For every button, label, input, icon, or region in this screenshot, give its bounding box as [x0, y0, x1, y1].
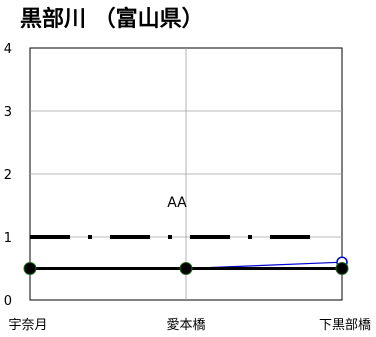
y-tick-label: 0 — [4, 294, 12, 309]
y-tick-label: 1 — [4, 231, 12, 246]
series-point — [23, 262, 37, 275]
annotation-label: AA — [167, 195, 187, 211]
x-axis-ticks: 宇奈月 愛本橋 下黒部橋 — [8, 318, 371, 333]
x-tick-label: 愛本橋 — [166, 318, 205, 333]
x-tick-label: 宇奈月 — [8, 318, 47, 333]
y-tick-label: 4 — [4, 42, 12, 57]
series-group — [23, 256, 349, 275]
x-tick-label: 下黒部橋 — [319, 318, 371, 333]
y-axis-ticks: 0 1 2 3 4 — [4, 42, 12, 309]
y-tick-label: 2 — [4, 168, 12, 183]
series-point — [335, 262, 349, 275]
series-point — [179, 262, 193, 275]
y-tick-label: 3 — [4, 105, 12, 120]
chart-title: 黒部川 （富山県） — [20, 6, 204, 32]
